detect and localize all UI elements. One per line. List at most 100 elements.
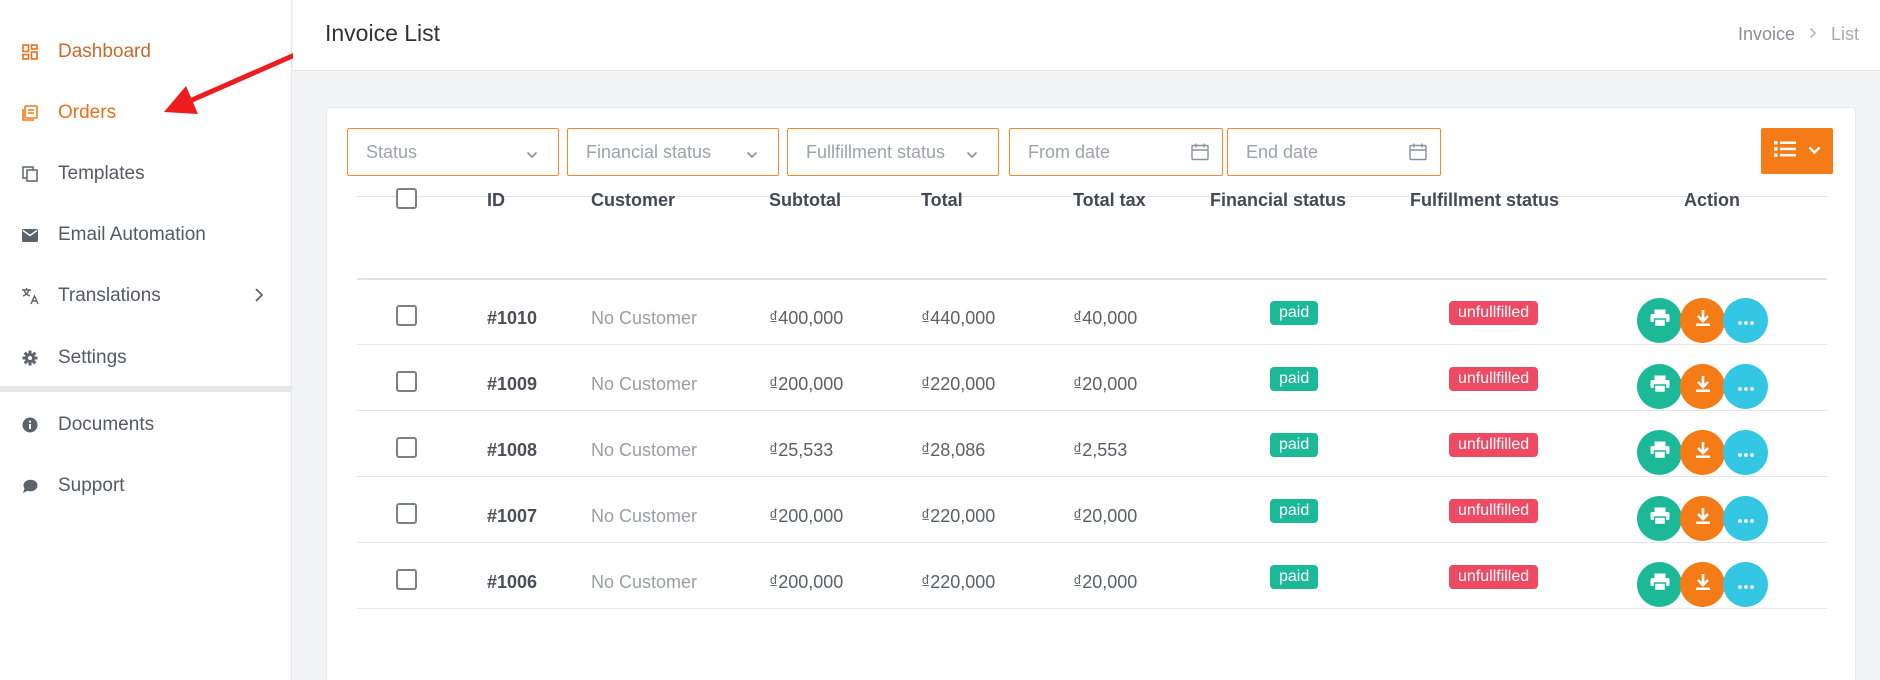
- row-checkbox[interactable]: [396, 503, 417, 524]
- financial-status-badge: paid: [1270, 565, 1319, 589]
- row-checkbox[interactable]: [396, 437, 417, 458]
- row-divider: [357, 476, 1827, 477]
- status-filter[interactable]: Status: [347, 128, 559, 176]
- printer-icon: [1650, 375, 1670, 398]
- download-icon: [1695, 507, 1711, 530]
- financial-status-filter[interactable]: Financial status: [567, 128, 779, 176]
- sidebar-item-settings[interactable]: Settings: [0, 329, 292, 387]
- tax-cell: ₫20,000: [1073, 374, 1138, 394]
- sidebar-item-email-automation[interactable]: Email Automation: [0, 206, 292, 264]
- print-button[interactable]: [1637, 496, 1682, 541]
- fulfillment-status-filter[interactable]: Fullfillment status: [787, 128, 999, 176]
- tax-cell: ₫2,553: [1073, 440, 1128, 460]
- download-button[interactable]: [1680, 496, 1725, 541]
- financial-status-badge: paid: [1270, 499, 1319, 523]
- sidebar-item-label: Support: [58, 475, 125, 496]
- column-header-total[interactable]: Total: [921, 190, 963, 210]
- from-date-placeholder: From date: [1028, 141, 1111, 162]
- financial-status-badge: paid: [1270, 301, 1319, 325]
- sidebar-divider: [0, 386, 292, 392]
- invoice-id[interactable]: #1007: [487, 506, 538, 526]
- download-button[interactable]: [1680, 364, 1725, 409]
- print-button[interactable]: [1637, 562, 1682, 607]
- sidebar-item-support[interactable]: Support: [0, 457, 292, 515]
- column-header-id[interactable]: ID: [487, 190, 505, 210]
- row-divider: [357, 344, 1827, 345]
- invoice-id[interactable]: #1010: [487, 308, 538, 328]
- fulfillment-status-placeholder: Fullfillment status: [806, 141, 946, 162]
- sidebar-item-label: Dashboard: [58, 41, 151, 62]
- customer-cell: No Customer: [591, 374, 698, 394]
- chevron-right-icon: [254, 287, 264, 308]
- download-button[interactable]: [1680, 430, 1725, 475]
- download-button[interactable]: [1680, 298, 1725, 343]
- list-icon: [1773, 140, 1796, 163]
- column-header-subtotal[interactable]: Subtotal: [769, 190, 841, 210]
- total-cell: ₫440,000: [921, 308, 996, 328]
- fulfillment-status-badge: unfullfilled: [1449, 499, 1539, 523]
- breadcrumb: Invoice List: [1738, 24, 1859, 45]
- table-top-border: [357, 196, 1827, 197]
- sidebar-item-templates[interactable]: Templates: [0, 145, 292, 203]
- orders-icon: [20, 103, 40, 123]
- status-filter-placeholder: Status: [366, 141, 418, 162]
- end-date-placeholder: End date: [1246, 141, 1319, 162]
- printer-icon: [1650, 573, 1670, 596]
- subtotal-cell: ₫200,000: [769, 572, 844, 592]
- column-header-customer[interactable]: Customer: [591, 190, 676, 210]
- more-options-button[interactable]: [1723, 364, 1768, 409]
- more-dots-icon: [1737, 444, 1754, 462]
- sidebar-item-label: Templates: [58, 163, 145, 184]
- calendar-icon[interactable]: [1190, 142, 1210, 167]
- total-cell: ₫220,000: [921, 572, 996, 592]
- invoice-card: Status Financial status Fullfillment sta…: [326, 107, 1856, 680]
- more-options-button[interactable]: [1723, 298, 1768, 343]
- header-divider: [357, 278, 1827, 280]
- translate-icon: [20, 286, 40, 306]
- row-divider: [357, 410, 1827, 411]
- row-checkbox[interactable]: [396, 305, 417, 326]
- sidebar-item-documents[interactable]: Documents: [0, 396, 292, 454]
- more-options-button[interactable]: [1723, 496, 1768, 541]
- more-options-button[interactable]: [1723, 562, 1768, 607]
- subtotal-cell: ₫400,000: [769, 308, 844, 328]
- column-header-financial-status[interactable]: Financial status: [1210, 190, 1347, 210]
- fulfillment-status-badge: unfullfilled: [1449, 301, 1539, 325]
- fulfillment-status-badge: unfullfilled: [1449, 565, 1539, 589]
- financial-status-placeholder: Financial status: [586, 141, 712, 162]
- sidebar-item-dashboard[interactable]: Dashboard: [0, 23, 292, 81]
- row-checkbox[interactable]: [396, 371, 417, 392]
- end-date-input[interactable]: End date: [1227, 128, 1441, 176]
- download-button[interactable]: [1680, 562, 1725, 607]
- calendar-icon[interactable]: [1408, 142, 1428, 167]
- breadcrumb-item-invoice[interactable]: Invoice: [1737, 24, 1795, 44]
- column-header-fulfillment-status[interactable]: Fulfillment status: [1410, 190, 1560, 210]
- customer-cell: No Customer: [591, 308, 698, 328]
- customer-cell: No Customer: [591, 440, 698, 460]
- from-date-input[interactable]: From date: [1009, 128, 1223, 176]
- print-button[interactable]: [1637, 430, 1682, 475]
- page-title: Invoice List: [325, 20, 441, 46]
- fulfillment-status-badge: unfullfilled: [1449, 367, 1539, 391]
- print-button[interactable]: [1637, 298, 1682, 343]
- invoice-id[interactable]: #1009: [487, 374, 538, 394]
- column-header-total-tax[interactable]: Total tax: [1073, 190, 1146, 210]
- top-bar: Invoice List Invoice List: [293, 0, 1880, 71]
- more-dots-icon: [1737, 510, 1754, 528]
- tax-cell: ₫40,000: [1073, 308, 1138, 328]
- total-cell: ₫220,000: [921, 374, 996, 394]
- invoice-id[interactable]: #1006: [487, 572, 538, 592]
- more-options-button[interactable]: [1723, 430, 1768, 475]
- sidebar-item-translations[interactable]: Translations: [0, 267, 292, 325]
- view-options-button[interactable]: [1761, 128, 1833, 174]
- more-dots-icon: [1737, 312, 1754, 330]
- chevron-down-icon: [966, 146, 978, 164]
- print-button[interactable]: [1637, 364, 1682, 409]
- sidebar-item-label: Orders: [58, 102, 117, 123]
- row-divider: [357, 542, 1827, 543]
- sidebar-item-orders[interactable]: Orders: [0, 84, 292, 142]
- invoice-id[interactable]: #1008: [487, 440, 538, 460]
- breadcrumb-item-list: List: [1830, 24, 1859, 44]
- row-checkbox[interactable]: [396, 569, 417, 590]
- select-all-checkbox[interactable]: [396, 188, 417, 209]
